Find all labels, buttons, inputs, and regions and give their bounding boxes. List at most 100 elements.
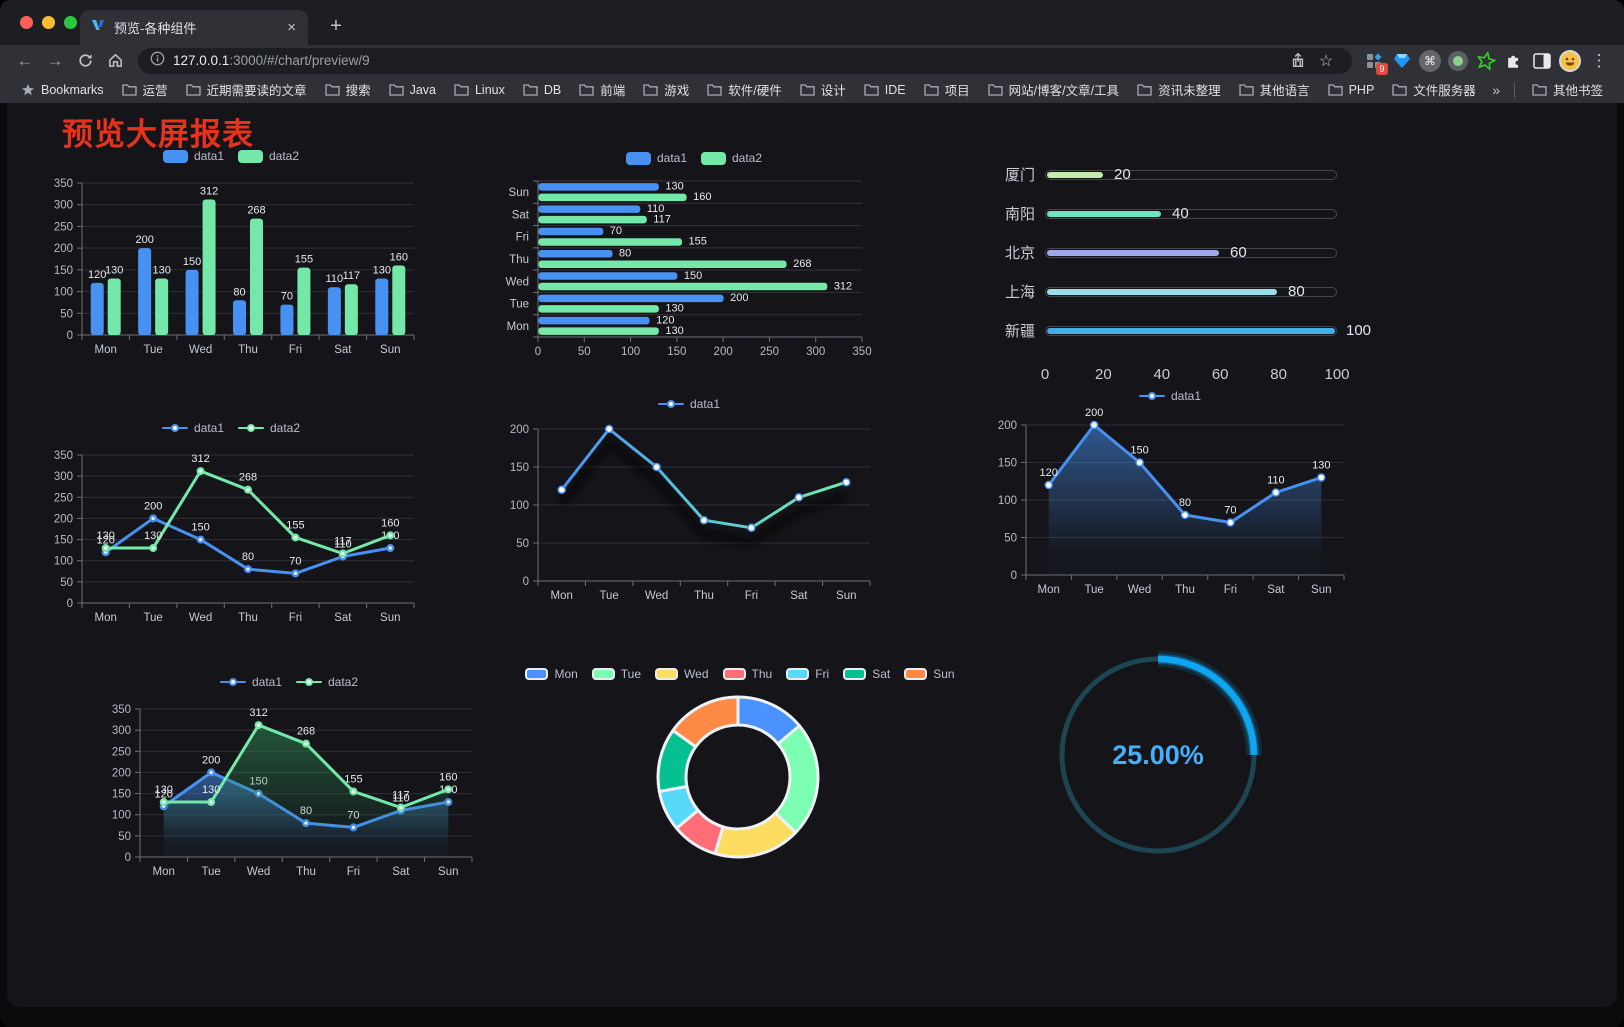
svg-text:Tue: Tue (1084, 584, 1103, 596)
bookmark-folder[interactable]: Java (380, 79, 445, 101)
legend-item[interactable]: Thu (722, 667, 772, 681)
svg-text:Fri: Fri (516, 232, 529, 244)
svg-text:50: 50 (578, 346, 591, 358)
svg-text:312: 312 (191, 453, 209, 465)
legend-item[interactable]: data2 (238, 149, 299, 163)
folder-icon (707, 84, 722, 96)
fullscreen-window-button[interactable] (64, 16, 77, 29)
bookmark-label: 网站/博客/文章/工具 (1008, 84, 1120, 98)
legend-item[interactable]: Wed (655, 667, 709, 681)
bookmark-folder[interactable]: 近期需要读的文章 (177, 79, 316, 101)
legend-item[interactable]: Fri (786, 667, 829, 681)
bookmark-folder[interactable]: 网站/博客/文章/工具 (979, 79, 1128, 101)
green-star-extension-icon[interactable] (1472, 48, 1500, 74)
svg-text:Sat: Sat (512, 209, 530, 221)
bookmark-folder[interactable]: 软件/硬件 (698, 79, 790, 101)
bookmark-other[interactable]: 其他书签 (1523, 79, 1612, 101)
reload-button[interactable] (70, 48, 100, 74)
extensions-puzzle-icon[interactable] (1500, 48, 1528, 74)
legend-item[interactable]: data1 (219, 675, 282, 689)
bookmarks-overflow-button[interactable]: » (1492, 81, 1500, 98)
bookmark-folder[interactable]: 运营 (113, 79, 177, 101)
chart-bar-horizontal[interactable]: data1 data2 Sun Sat Fri Thu Wed Tue Mon 0 50 100 150… (498, 147, 890, 373)
record-extension-icon[interactable] (1444, 48, 1472, 74)
svg-text:150: 150 (998, 458, 1017, 470)
legend-item[interactable]: Mon (525, 667, 578, 681)
bookmark-folder[interactable]: Linux (445, 79, 514, 101)
browser-menu-button[interactable]: ⋮ (1590, 50, 1608, 70)
profile-avatar[interactable] (1556, 48, 1584, 74)
legend-marker-icon (219, 678, 246, 686)
legend-item[interactable]: data1 (657, 397, 720, 411)
progress-value: 80 (1288, 282, 1305, 300)
axis-tick-label: 100 (1324, 366, 1350, 383)
legend-item[interactable]: data2 (238, 421, 300, 435)
legend-item[interactable]: data2 (701, 151, 762, 165)
chart-area-double[interactable]: data1 data2 0 50 100 150 200 250 300 350 Mon Tue Wed… (98, 671, 480, 895)
browser-tab[interactable]: 预览-各种组件 × (80, 10, 308, 45)
chart-line-double[interactable]: data1 data2 0 50 100 150 200 250 300 350 Mon Tue Wed… (40, 417, 422, 641)
bookmark-folder[interactable]: IDE (855, 79, 915, 101)
svg-text:200: 200 (730, 292, 748, 304)
chart-gauge[interactable]: 25.00% (1038, 641, 1278, 879)
bookmark-folder[interactable]: 文件服务器 (1383, 79, 1485, 101)
folder-icon (800, 84, 815, 96)
svg-text:130: 130 (105, 265, 123, 277)
legend-item[interactable]: data1 (625, 151, 687, 165)
legend-item[interactable]: Tue (591, 667, 641, 681)
share-icon[interactable] (1284, 48, 1312, 74)
svg-text:150: 150 (112, 789, 131, 801)
gem-extension-icon[interactable] (1388, 48, 1416, 74)
svg-text:0: 0 (67, 598, 73, 610)
bookmark-star-icon[interactable]: ☆ (1318, 52, 1334, 70)
command-extension-icon[interactable]: ⌘ (1416, 48, 1444, 74)
svg-text:120: 120 (656, 314, 674, 326)
chart-legend: data1 (498, 393, 880, 415)
bookmark-folder[interactable]: 资讯未整理 (1128, 79, 1230, 101)
minimize-window-button[interactable] (42, 16, 55, 29)
home-button[interactable] (100, 48, 130, 74)
legend-item[interactable]: Sun (904, 667, 955, 681)
bookmark-folder[interactable]: 设计 (791, 79, 855, 101)
legend-label: data1 (251, 675, 282, 689)
bookmark-folder[interactable]: 搜索 (316, 79, 380, 101)
back-button[interactable]: ← (16, 50, 34, 70)
bookmark-folder[interactable]: 前端 (570, 79, 634, 101)
bookmark-folder[interactable]: 其他语言 (1230, 79, 1319, 101)
legend-item[interactable]: data1 (162, 149, 224, 163)
forward-button[interactable]: → (46, 50, 64, 70)
legend-item[interactable]: data1 (161, 421, 224, 435)
bookmark-folder[interactable]: 游戏 (634, 79, 698, 101)
extension-grid-icon[interactable]: 9 (1360, 48, 1388, 75)
bookmark-folder[interactable]: DB (514, 79, 570, 101)
address-bar[interactable]: 127.0.0.1:3000/#/chart/preview/9 ☆ (138, 47, 1352, 74)
chart-donut[interactable]: Mon Tue Wed Thu Fri Sat Sun (525, 663, 955, 889)
chart-bar-grouped[interactable]: data1 data2 0 50 100 150 200 250 300 350 Mon Tue Wed… (40, 145, 422, 371)
site-info-icon[interactable] (150, 51, 165, 71)
legend-marker-icon (305, 678, 313, 686)
legend-item[interactable]: data1 (1138, 389, 1201, 403)
svg-text:Mon: Mon (507, 321, 529, 333)
bookmark-bookmarks[interactable]: Bookmarks (12, 79, 113, 101)
bookmark-folder[interactable]: 项目 (915, 79, 979, 101)
side-panel-icon[interactable] (1528, 48, 1556, 74)
tab-close-icon[interactable]: × (287, 19, 296, 36)
progress-row: 北京 60 (993, 233, 1337, 272)
bookmark-label: 资讯未整理 (1158, 84, 1221, 98)
folder-icon (454, 84, 469, 96)
close-window-button[interactable] (20, 16, 33, 29)
new-tab-button[interactable]: + (330, 15, 342, 37)
legend-item[interactable]: data2 (296, 675, 358, 689)
svg-text:250: 250 (54, 492, 73, 504)
legend-item[interactable]: Sat (843, 667, 890, 681)
bookmark-folder[interactable]: PHP (1319, 79, 1384, 101)
svg-text:150: 150 (684, 270, 702, 282)
chart-area-single[interactable]: data1 0 50 100 150 200 Mon Tue Wed Thu Fri Sat Sun 12… (986, 385, 1354, 611)
chart-progress-bars[interactable]: 厦门 20 南阳 40 北京 60 上海 80 新疆 100 0 20 40 60 80 100 (993, 155, 1371, 395)
svg-text:110: 110 (1267, 475, 1285, 487)
chart-line-gradient[interactable]: data1 0 50 100 150 200 Mon Tue Wed Thu Fri Sat Sun (498, 393, 880, 619)
svg-text:350: 350 (112, 704, 131, 716)
svg-text:110: 110 (326, 273, 344, 285)
legend-marker-icon (170, 424, 179, 432)
svg-text:0: 0 (523, 576, 529, 588)
